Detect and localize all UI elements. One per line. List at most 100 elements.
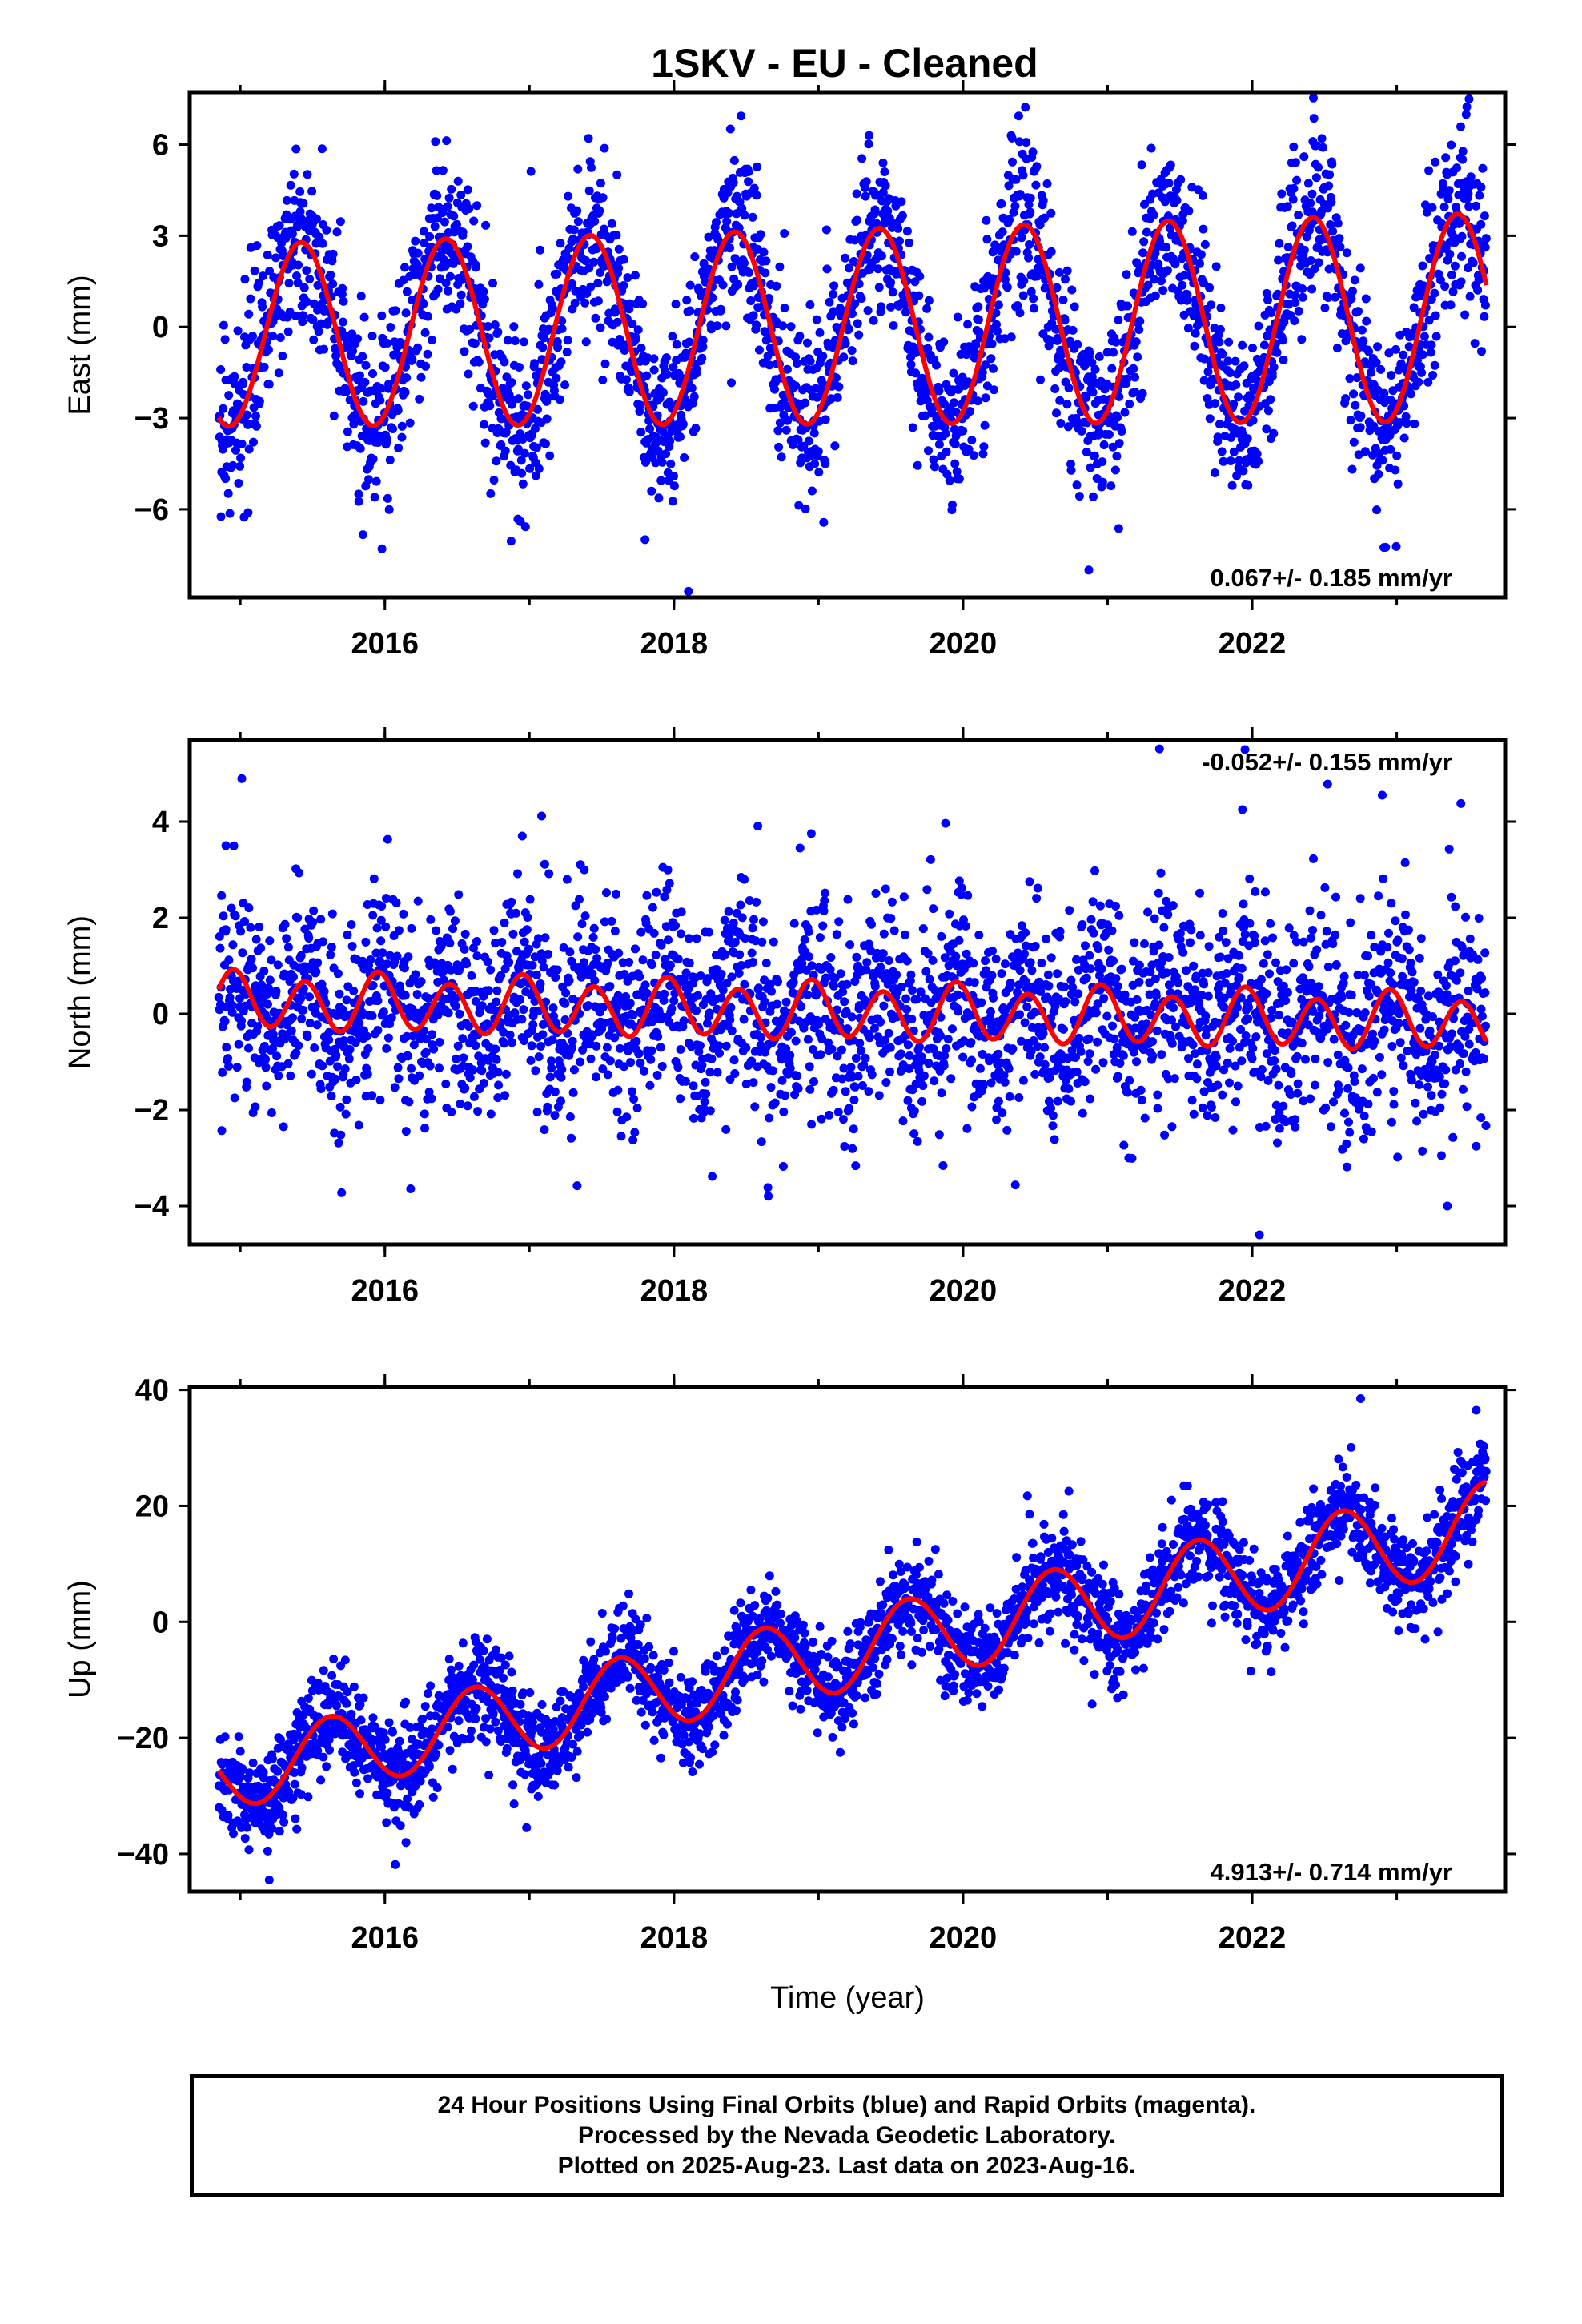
data-point (1110, 465, 1120, 475)
data-point (545, 451, 555, 460)
data-point (233, 326, 243, 336)
data-point (1073, 340, 1082, 349)
data-point (756, 230, 765, 239)
data-point (1464, 94, 1474, 104)
data-point (1481, 234, 1491, 243)
data-point (951, 951, 961, 961)
data-point (699, 259, 709, 268)
y-tick-label: −6 (135, 493, 169, 527)
data-point (463, 242, 472, 251)
data-point (781, 1091, 790, 1100)
data-point (879, 1001, 889, 1011)
data-point (689, 392, 699, 401)
data-point (885, 1043, 895, 1052)
data-point (895, 236, 904, 246)
data-point (1326, 220, 1335, 229)
data-point (661, 353, 671, 363)
data-point (1140, 1113, 1150, 1123)
data-point (526, 1055, 536, 1065)
data-point (902, 1005, 912, 1014)
data-point (994, 1049, 1003, 1059)
data-point (937, 1088, 946, 1098)
data-point (1327, 159, 1337, 169)
data-point (267, 1108, 276, 1117)
data-point (727, 972, 737, 982)
data-point (557, 1064, 567, 1074)
data-point (1395, 418, 1404, 427)
data-point (584, 263, 594, 273)
data-point (1314, 163, 1323, 172)
data-point (394, 443, 404, 452)
data-point (1074, 492, 1084, 501)
data-point (703, 1019, 712, 1028)
data-point (227, 1007, 237, 1017)
data-point (885, 1067, 894, 1076)
data-point (961, 921, 970, 931)
data-point (593, 296, 603, 306)
data-point (1067, 285, 1077, 295)
data-point (361, 360, 371, 370)
data-point (492, 986, 502, 995)
data-point (307, 1069, 316, 1079)
data-point (588, 932, 598, 942)
data-point (509, 322, 519, 332)
data-point (292, 271, 301, 280)
data-point (550, 1087, 560, 1096)
data-point (841, 339, 850, 348)
data-point (1392, 451, 1402, 460)
data-point (251, 935, 261, 944)
data-point (1243, 434, 1252, 444)
data-point (1108, 1021, 1117, 1031)
data-point (1371, 358, 1381, 368)
data-point (1480, 211, 1489, 221)
data-point (864, 139, 873, 149)
data-point (981, 956, 990, 966)
data-point (1020, 949, 1029, 959)
data-point (413, 896, 423, 906)
data-point (1132, 1057, 1141, 1067)
data-point (848, 309, 857, 319)
data-point (302, 266, 311, 275)
data-point (244, 1043, 253, 1053)
data-point (279, 969, 289, 979)
data-point (1267, 372, 1277, 381)
data-point (614, 263, 624, 273)
data-point (293, 278, 303, 287)
data-point (941, 429, 950, 438)
data-point (782, 364, 792, 374)
data-point (265, 267, 275, 276)
data-point (413, 343, 423, 352)
data-point (825, 1110, 834, 1120)
data-point (469, 943, 478, 953)
data-point (805, 1084, 815, 1094)
data-point (324, 1027, 334, 1037)
data-point (854, 1001, 864, 1011)
data-point (1038, 1023, 1048, 1032)
data-point (950, 398, 959, 408)
data-point (491, 939, 500, 948)
data-point (421, 361, 430, 371)
data-point (1004, 1063, 1014, 1073)
data-point (386, 323, 396, 332)
data-point (600, 1018, 609, 1027)
data-point (987, 971, 997, 980)
data-point (305, 1019, 315, 1027)
data-point (1005, 215, 1014, 224)
data-point (565, 947, 575, 957)
data-point (809, 1077, 818, 1086)
data-point (903, 1096, 913, 1105)
data-point (598, 1064, 608, 1074)
data-point (908, 986, 917, 995)
data-point (1035, 1052, 1045, 1062)
data-point (861, 965, 871, 975)
data-point (842, 979, 852, 989)
data-point (656, 476, 666, 485)
data-point (228, 940, 238, 950)
data-point (392, 951, 402, 961)
data-point (1137, 1096, 1146, 1105)
data-point (319, 987, 329, 996)
data-point (992, 1115, 1001, 1124)
data-point (607, 219, 616, 228)
data-point (999, 1071, 1009, 1080)
data-point (1223, 356, 1233, 366)
